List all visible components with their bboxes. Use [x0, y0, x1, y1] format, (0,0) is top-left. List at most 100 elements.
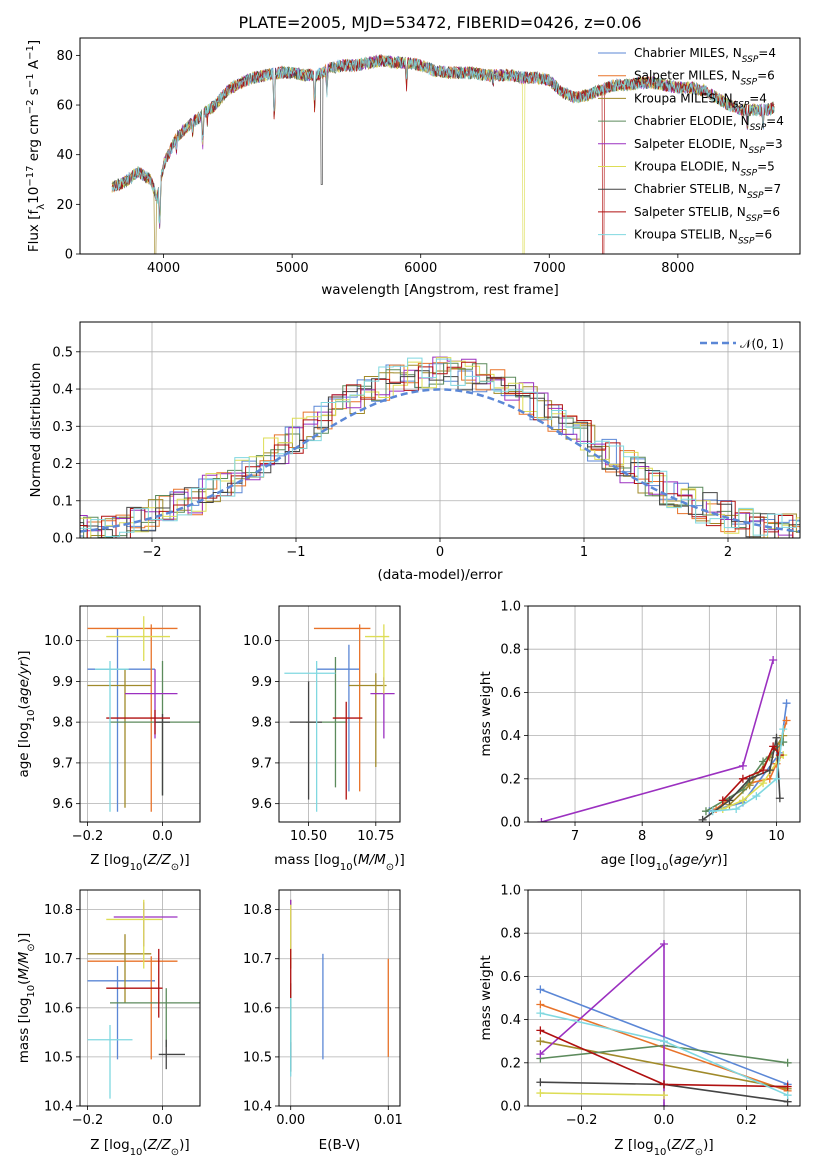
- axes-frame: [527, 605, 801, 823]
- y-tick-label: 10.6: [243, 1001, 272, 1016]
- legend-name: Kroupa STELIB, N: [634, 228, 738, 242]
- label-part: M/M: [358, 852, 386, 868]
- plot-area: [536, 940, 792, 1106]
- x-tick-label: 0.0: [654, 1113, 675, 1128]
- plot-area: [537, 656, 791, 822]
- weight-line-6: [702, 737, 781, 821]
- legend-sub: SSP: [741, 78, 758, 88]
- label-part: (: [353, 852, 358, 868]
- weight-marker: [775, 794, 784, 803]
- weight-line-4: [539, 942, 665, 1106]
- normal-curve: [80, 388, 800, 533]
- spectrum-line-8: [111, 55, 775, 224]
- y-tick-label: 10.5: [243, 1050, 272, 1065]
- label-part: age [log: [600, 852, 655, 868]
- legend-entry: Chabrier ELODIE, NSSP=4: [634, 114, 784, 133]
- weight-marker: [536, 1000, 545, 1009]
- y-tick-label: 0.4: [500, 1013, 521, 1028]
- weight-marker: [536, 1037, 545, 1046]
- y-tick-label: 0.1: [52, 494, 73, 509]
- axes-frame: [79, 321, 801, 539]
- weight-marker: [732, 805, 741, 814]
- legend-entry: 𝒩(0, 1): [740, 337, 784, 351]
- y-tick-label: 40: [56, 148, 73, 163]
- x-tick-label: 0.0: [152, 1113, 173, 1128]
- y-tick-label: 0.2: [500, 772, 521, 787]
- legend-sub: SSP: [741, 169, 758, 179]
- legend-sub: SSP: [733, 100, 750, 110]
- x-axis-label: wavelength [Angstrom, rest frame]: [321, 282, 559, 298]
- label-part: λ: [36, 204, 47, 210]
- legend-sub: SSP: [746, 214, 763, 224]
- label-part: 10: [654, 1147, 667, 1158]
- legend-entry: Salpeter STELIB, NSSP=6: [634, 205, 780, 224]
- legend-entry: Chabrier STELIB, NSSP=7: [634, 182, 781, 201]
- label-part: (: [16, 704, 32, 709]
- y-tick-label: 1.0: [500, 884, 521, 899]
- label-part: M/M: [16, 951, 32, 979]
- plot-area: [284, 624, 395, 812]
- label-part: age [log: [16, 722, 32, 777]
- weight-marker: [783, 1058, 792, 1067]
- legend-name: Salpeter MILES, N: [634, 69, 741, 83]
- label-part: mass weight: [478, 671, 494, 756]
- label-part: )]: [179, 852, 190, 868]
- weight-marker: [783, 1091, 792, 1100]
- y-tick-label: 10.0: [44, 634, 73, 649]
- weight-marker: [779, 738, 788, 747]
- label-part: −1: [25, 45, 36, 60]
- label-part: (: [142, 852, 147, 868]
- legend-name: Salpeter STELIB, N: [634, 205, 746, 219]
- label-part: ⊙: [695, 1147, 703, 1158]
- label-part: (: [668, 852, 673, 868]
- legend-sub: SSP: [738, 237, 755, 247]
- histogram-6: [80, 370, 800, 538]
- label-part: erg cm: [26, 114, 42, 165]
- x-tick-label: 9: [705, 829, 713, 844]
- histogram-7: [80, 361, 800, 538]
- weight-marker: [718, 805, 727, 814]
- label-part: )]: [16, 933, 32, 944]
- y-tick-label: 0.8: [500, 643, 521, 658]
- weight-marker: [779, 725, 788, 734]
- legend-entry: Salpeter MILES, NSSP=6: [634, 69, 775, 88]
- weight-marker: [752, 792, 761, 801]
- weight-marker: [660, 1080, 668, 1089]
- label-part: ⊙: [171, 862, 179, 873]
- panel-mass-vs-EBV: 0.00 0.01 10.4 10.5 10.6 10.7 10.8 E(B-V): [243, 889, 403, 1153]
- label-part: s: [26, 88, 42, 99]
- x-tick-label: −1: [286, 545, 305, 560]
- axes-frame: [79, 605, 201, 823]
- label-part: A: [26, 59, 42, 73]
- label-part: ]: [26, 40, 42, 45]
- label-part: −17: [25, 166, 36, 187]
- y-tick-label: 0.2: [500, 1056, 521, 1071]
- x-tick-label: 8000: [661, 261, 694, 276]
- legend-sub: SSP: [748, 146, 765, 156]
- panel-massweight-vs-Z: −0.2 0.0 0.2 0.0 0.2 0.4 0.6 0.8 1.0 Z [log10(Z/Z…: [478, 884, 801, 1158]
- weight-marker: [759, 757, 768, 766]
- legend-entry: Salpeter ELODIE, NSSP=3: [634, 137, 783, 156]
- x-tick-label: 7000: [533, 261, 566, 276]
- label-part: (data-model)/error: [377, 567, 503, 583]
- legend-name: Chabrier MILES, N: [634, 46, 742, 60]
- weight-marker: [660, 1102, 668, 1106]
- y-tick-label: 0.4: [52, 383, 73, 398]
- legend-name: Salpeter ELODIE, N: [634, 137, 748, 151]
- weight-marker: [783, 1082, 792, 1091]
- y-tick-label: 20: [56, 198, 73, 213]
- y-tick-label: 9.8: [52, 716, 73, 731]
- weight-marker: [738, 796, 747, 805]
- x-tick-label: 0.00: [276, 1113, 305, 1128]
- legend-name: Chabrier ELODIE, N: [634, 114, 750, 128]
- x-axis-label: Z [log10(Z/Z⊙)]: [614, 1137, 713, 1158]
- axes-frame: [79, 37, 801, 255]
- y-axis-label: age [log10(age/yr)]: [16, 650, 37, 777]
- histogram-5: [80, 357, 800, 538]
- weight-marker: [725, 796, 734, 805]
- panel-residual-histogram: −2 −1 0 1 2 0.0 0.1 0.2 0.3 0.4 0.5 (data-model)/er…: [28, 321, 801, 583]
- y-tick-label: 9.9: [251, 675, 272, 690]
- y-axis-label: mass weight: [478, 955, 494, 1040]
- weight-marker: [660, 1091, 668, 1100]
